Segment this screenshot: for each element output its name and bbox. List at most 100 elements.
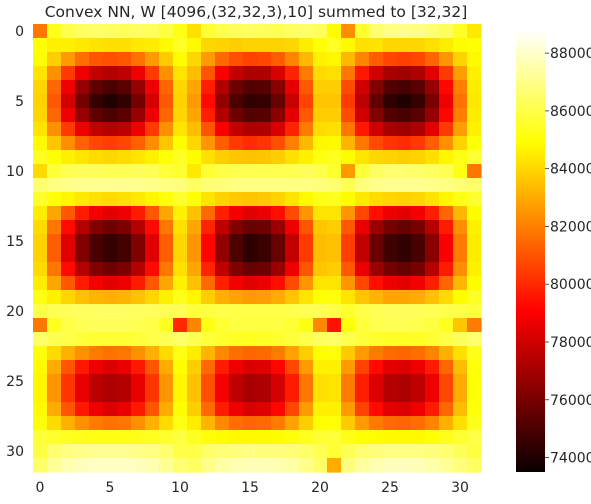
heatmap-cell	[327, 360, 342, 375]
heatmap-cell	[355, 444, 370, 459]
heatmap-cell	[103, 108, 118, 123]
heatmap-cell	[397, 80, 412, 95]
heatmap-cell	[47, 444, 62, 459]
heatmap-cell	[173, 458, 188, 473]
heatmap-cell	[313, 360, 328, 375]
heatmap-cell	[397, 346, 412, 361]
heatmap-cell	[117, 192, 132, 207]
heatmap-cell	[145, 458, 160, 473]
heatmap-cell	[215, 248, 230, 263]
heatmap-cell	[369, 136, 384, 151]
heatmap-cell	[271, 416, 286, 431]
heatmap-cell	[243, 164, 258, 179]
heatmap-cell	[397, 290, 412, 305]
heatmap-cell	[439, 290, 454, 305]
heatmap-cell	[397, 52, 412, 67]
heatmap-cell	[173, 94, 188, 109]
heatmap-cell	[397, 458, 412, 473]
heatmap-cell	[61, 122, 76, 137]
heatmap-cell	[201, 192, 216, 207]
heatmap-cell	[383, 206, 398, 221]
heatmap-cell	[369, 360, 384, 375]
heatmap-cell	[327, 416, 342, 431]
heatmap-cell	[215, 332, 230, 347]
heatmap-cell	[257, 416, 272, 431]
heatmap-cell	[397, 416, 412, 431]
heatmap-cell	[425, 402, 440, 417]
heatmap-cell	[327, 248, 342, 263]
heatmap-cell	[439, 248, 454, 263]
heatmap-cell	[369, 374, 384, 389]
colorbar-tick-label: 78000	[550, 335, 591, 351]
heatmap-cell	[411, 52, 426, 67]
heatmap-cell	[369, 178, 384, 193]
heatmap-cell	[453, 178, 468, 193]
heatmap-cell	[355, 164, 370, 179]
heatmap-cell	[243, 388, 258, 403]
heatmap-cell	[47, 136, 62, 151]
heatmap-cell	[89, 66, 104, 81]
heatmap-cell	[467, 402, 482, 417]
heatmap-cell	[397, 122, 412, 137]
heatmap-cell	[215, 402, 230, 417]
heatmap-cell	[425, 416, 440, 431]
heatmap-cell	[425, 374, 440, 389]
heatmap-cell	[285, 24, 300, 39]
heatmap-cell	[117, 444, 132, 459]
heatmap-cell	[47, 108, 62, 123]
heatmap-cell	[369, 248, 384, 263]
heatmap-cell	[327, 150, 342, 165]
heatmap-cell	[411, 108, 426, 123]
heatmap-cell	[467, 164, 482, 179]
heatmap-cell	[117, 346, 132, 361]
heatmap-cell	[369, 262, 384, 277]
heatmap-cell	[425, 38, 440, 53]
x-axis-ticks: 0 5 10 15 20 25 30	[36, 480, 469, 496]
heatmap-cell	[327, 234, 342, 249]
heatmap-cell	[439, 416, 454, 431]
heatmap-cell	[103, 38, 118, 53]
heatmap-cell	[47, 122, 62, 137]
heatmap-cell	[243, 38, 258, 53]
heatmap-cell	[285, 38, 300, 53]
heatmap-cell	[369, 458, 384, 473]
heatmap-cell	[159, 24, 174, 39]
heatmap-cell	[145, 178, 160, 193]
heatmap-cell	[117, 136, 132, 151]
heatmap-cell	[159, 374, 174, 389]
heatmap-cell	[103, 220, 118, 235]
heatmap-cell	[313, 206, 328, 221]
heatmap-cell	[453, 360, 468, 375]
heatmap-cell	[103, 234, 118, 249]
heatmap-cell	[341, 66, 356, 81]
heatmap-cell	[453, 332, 468, 347]
heatmap-cell	[229, 150, 244, 165]
heatmap-cell	[33, 416, 48, 431]
heatmap-cell	[341, 290, 356, 305]
heatmap-cell	[383, 94, 398, 109]
heatmap-cell	[327, 192, 342, 207]
heatmap-cell	[201, 304, 216, 319]
heatmap-cell	[187, 206, 202, 221]
heatmap-cell	[131, 262, 146, 277]
heatmap-cell	[243, 24, 258, 39]
heatmap-cell	[383, 402, 398, 417]
heatmap-cell	[271, 178, 286, 193]
heatmap-cell	[439, 66, 454, 81]
heatmap-cell	[89, 332, 104, 347]
heatmap-cell	[145, 66, 160, 81]
heatmap-cell	[61, 94, 76, 109]
heatmap-cell	[243, 94, 258, 109]
heatmap-cell	[369, 318, 384, 333]
heatmap-cell	[47, 458, 62, 473]
heatmap-cell	[355, 136, 370, 151]
heatmap-cell	[61, 332, 76, 347]
heatmap-cell	[33, 430, 48, 445]
heatmap-cell	[467, 136, 482, 151]
heatmap-cell	[285, 220, 300, 235]
heatmap-cell	[131, 80, 146, 95]
heatmap-cell	[425, 94, 440, 109]
heatmap-cell	[285, 430, 300, 445]
heatmap-cell	[145, 164, 160, 179]
heatmap-cell	[411, 178, 426, 193]
